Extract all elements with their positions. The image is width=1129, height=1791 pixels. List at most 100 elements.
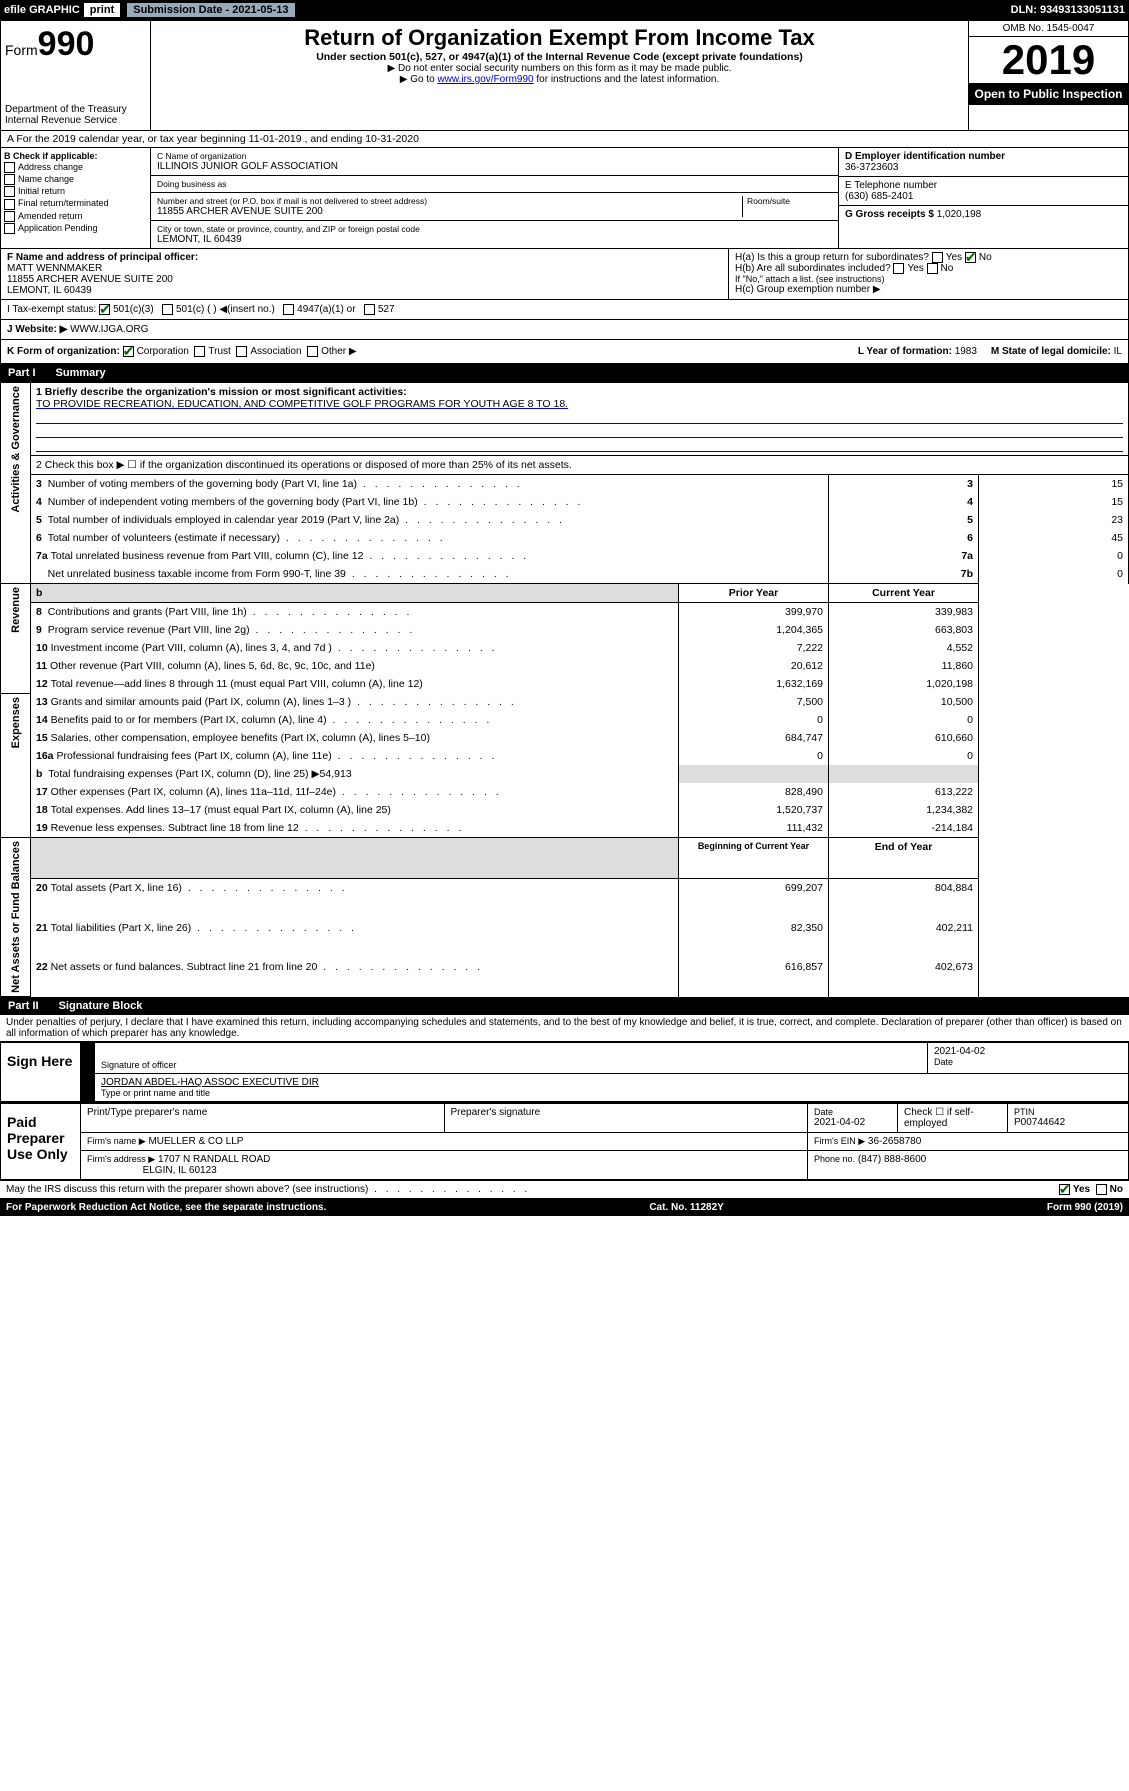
org-name: ILLINOIS JUNIOR GOLF ASSOCIATION — [157, 161, 832, 172]
line-21: 21 Total liabilities (Part X, line 26)82… — [1, 919, 1129, 958]
line-8: 8 Contributions and grants (Part VIII, l… — [1, 603, 1129, 622]
dept-treasury: Department of the Treasury — [5, 104, 146, 115]
line-19: 19 Revenue less expenses. Subtract line … — [1, 819, 1129, 838]
website-label: J Website: ▶ — [7, 324, 67, 335]
form-header: Form990 Department of the Treasury Inter… — [0, 20, 1129, 131]
form990-link[interactable]: www.irs.gov/Form990 — [437, 74, 533, 85]
hb-label: H(b) Are all subordinates included? — [735, 263, 891, 274]
officer-name-title: JORDAN ABDEL-HAQ ASSOC EXECUTIVE DIR — [101, 1077, 1122, 1088]
chk-amended[interactable]: Amended return — [4, 211, 147, 222]
state-domicile-label: M State of legal domicile: — [991, 346, 1111, 357]
note-goto-pre: ▶ Go to — [400, 74, 438, 85]
paid-prep-label: Paid Preparer Use Only — [1, 1104, 81, 1179]
box-f: F Name and address of principal officer:… — [1, 249, 728, 299]
ha-yes-chk[interactable] — [932, 252, 943, 263]
line-22: 22 Net assets or fund balances. Subtract… — [1, 958, 1129, 997]
state-domicile: IL — [1114, 346, 1122, 357]
prep-date: 2021-04-02 — [814, 1117, 891, 1128]
end-year-hdr: End of Year — [829, 838, 979, 879]
line-5: 5 Total number of individuals employed i… — [1, 511, 1129, 529]
gross-label: G Gross receipts $ — [845, 209, 934, 220]
tax-status-label: I Tax-exempt status: — [7, 304, 96, 315]
part2-label: Part II — [8, 1000, 39, 1012]
row-i: I Tax-exempt status: 501(c)(3) 501(c) ( … — [0, 300, 1129, 320]
chk-527[interactable] — [364, 304, 375, 315]
ha-no-chk[interactable] — [965, 252, 976, 263]
arrow-icon — [81, 1043, 95, 1073]
firm-phone-label: Phone no. — [814, 1154, 855, 1164]
box-h: H(a) Is this a group return for subordin… — [728, 249, 1128, 299]
line-12: 12 Total revenue—add lines 8 through 11 … — [1, 675, 1129, 693]
q1-cell: 1 Briefly describe the organization's mi… — [31, 383, 1129, 456]
form-subtitle: Under section 501(c), 527, or 4947(a)(1)… — [155, 51, 964, 63]
chk-assoc[interactable] — [236, 346, 247, 357]
line-20: 20 Total assets (Part X, line 16)699,207… — [1, 879, 1129, 919]
paid-preparer-block: Paid Preparer Use Only Print/Type prepar… — [0, 1102, 1129, 1180]
hb-no-chk[interactable] — [927, 263, 938, 274]
q2-cell: 2 Check this box ▶ ☐ if the organization… — [31, 456, 1129, 475]
org-info-block: B Check if applicable: Address change Na… — [0, 148, 1129, 249]
chk-name-change[interactable]: Name change — [4, 174, 147, 185]
city-label: City or town, state or province, country… — [157, 224, 832, 234]
form-org-label: K Form of organization: — [7, 346, 120, 357]
line-16a: 16a Professional fundraising fees (Part … — [1, 747, 1129, 765]
vert-label-gov: Activities & Governance — [1, 383, 31, 584]
line-18: 18 Total expenses. Add lines 13–17 (must… — [1, 801, 1129, 819]
rev-header: Revenue b Prior Year Current Year — [1, 584, 1129, 603]
ein-value: 36-3723603 — [845, 162, 1122, 173]
line-9: 9 Program service revenue (Part VIII, li… — [1, 621, 1129, 639]
row-k: K Form of organization: Corporation Trus… — [0, 340, 1129, 364]
part1-title: Summary — [56, 367, 106, 379]
form-prefix: Form — [5, 42, 38, 58]
line-7a: 7a Total unrelated business revenue from… — [1, 547, 1129, 565]
chk-app-pending[interactable]: Application Pending — [4, 223, 147, 234]
chk-501c3[interactable] — [99, 304, 110, 315]
bgn-year-hdr: Beginning of Current Year — [679, 838, 829, 879]
col-right-degh: D Employer identification number36-37236… — [838, 148, 1128, 248]
chk-4947[interactable] — [283, 304, 294, 315]
discuss-yes-chk[interactable] — [1059, 1184, 1070, 1195]
form-number: 990 — [38, 25, 95, 63]
chk-address-change[interactable]: Address change — [4, 162, 147, 173]
line-3: 3 Number of voting members of the govern… — [1, 475, 1129, 494]
officer-label: F Name and address of principal officer: — [7, 252, 198, 263]
summary-table: Activities & Governance 1 Briefly descri… — [0, 382, 1129, 997]
chk-501c[interactable] — [162, 304, 173, 315]
hb-note: If "No," attach a list. (see instruction… — [735, 274, 1122, 284]
header-center: Return of Organization Exempt From Incom… — [151, 21, 968, 130]
vert-label-rev: Revenue — [1, 584, 31, 694]
q1-text: TO PROVIDE RECREATION, EDUCATION, AND CO… — [36, 398, 568, 410]
col-c-and-right: C Name of organizationILLINOIS JUNIOR GO… — [151, 148, 1128, 248]
phone-label: E Telephone number — [845, 180, 1122, 191]
chk-final-return[interactable]: Final return/terminated — [4, 198, 147, 209]
footer-right: Form 990 (2019) — [1047, 1202, 1123, 1213]
footer-mid: Cat. No. 11282Y — [649, 1202, 723, 1213]
firm-addr2: ELGIN, IL 60123 — [143, 1165, 217, 1176]
chk-other[interactable] — [307, 346, 318, 357]
firm-name-label: Firm's name ▶ — [87, 1136, 146, 1146]
hb-yes-chk[interactable] — [893, 263, 904, 274]
org-city: LEMONT, IL 60439 — [157, 234, 832, 245]
chk-initial-return[interactable]: Initial return — [4, 186, 147, 197]
ptin-hdr: PTIN — [1014, 1107, 1122, 1117]
part1-label: Part I — [8, 367, 36, 379]
discuss-no-chk[interactable] — [1096, 1184, 1107, 1195]
chk-trust[interactable] — [194, 346, 205, 357]
row-f-h: F Name and address of principal officer:… — [0, 249, 1129, 300]
officer-addr2: LEMONT, IL 60439 — [7, 285, 92, 296]
officer-addr1: 11855 ARCHER AVENUE SUITE 200 — [7, 274, 173, 285]
print-button[interactable]: print — [83, 2, 121, 18]
year-formation-label: L Year of formation: — [858, 346, 952, 357]
footer-left: For Paperwork Reduction Act Notice, see … — [6, 1202, 326, 1213]
line-6: 6 Total number of volunteers (estimate i… — [1, 529, 1129, 547]
discuss-row: May the IRS discuss this return with the… — [0, 1180, 1129, 1198]
part1-header: Part I Summary — [0, 364, 1129, 382]
curr-year-hdr: Current Year — [829, 584, 979, 603]
sig-officer-label: Signature of officer — [101, 1060, 921, 1070]
irs-label: Internal Revenue Service — [5, 115, 146, 126]
website-value: WWW.IJGA.ORG — [70, 324, 148, 335]
box-b-title: B Check if applicable: — [4, 151, 98, 161]
discuss-text: May the IRS discuss this return with the… — [6, 1184, 530, 1195]
chk-corp[interactable] — [123, 346, 134, 357]
form-title: Return of Organization Exempt From Incom… — [155, 25, 964, 51]
